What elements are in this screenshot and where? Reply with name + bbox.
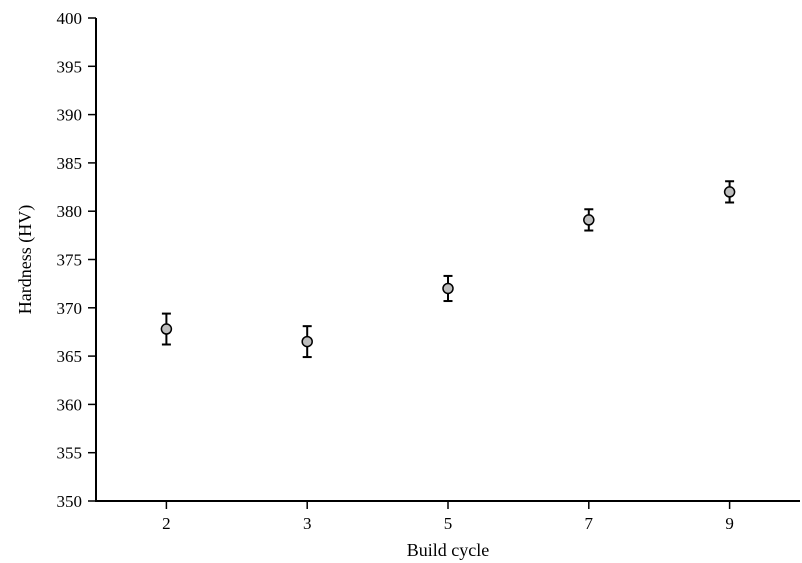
- data-point: [301, 335, 313, 348]
- data-point: [583, 214, 595, 226]
- x-axis-ticks: 2 3 5 7 9: [162, 501, 734, 533]
- y-tick-label: 385: [57, 154, 83, 173]
- x-axis-title: Build cycle: [407, 540, 489, 560]
- data-points: [160, 180, 736, 359]
- y-tick-label: 360: [57, 395, 83, 414]
- x-tick-label: 9: [725, 514, 734, 533]
- x-tick-label: 7: [585, 514, 594, 533]
- y-tick-label: 355: [57, 444, 83, 463]
- y-tick-label: 350: [57, 492, 83, 511]
- data-point: [442, 282, 454, 295]
- x-tick-label: 5: [444, 514, 453, 533]
- y-tick-label: 370: [57, 299, 83, 318]
- y-axis-ticks: 350 355 360 365 370 375 380 385 390 395 400: [57, 9, 96, 511]
- data-point: [160, 323, 173, 335]
- y-tick-label: 400: [57, 9, 83, 28]
- y-axis-title: Hardness (HV): [15, 205, 36, 314]
- y-tick-label: 395: [57, 57, 83, 76]
- y-tick-label: 380: [57, 202, 83, 221]
- data-point: [723, 186, 736, 198]
- y-tick-label: 375: [57, 251, 83, 270]
- y-tick-label: 390: [57, 106, 83, 125]
- x-tick-label: 2: [162, 514, 171, 533]
- x-tick-label: 3: [303, 514, 312, 533]
- y-tick-label: 365: [57, 347, 83, 366]
